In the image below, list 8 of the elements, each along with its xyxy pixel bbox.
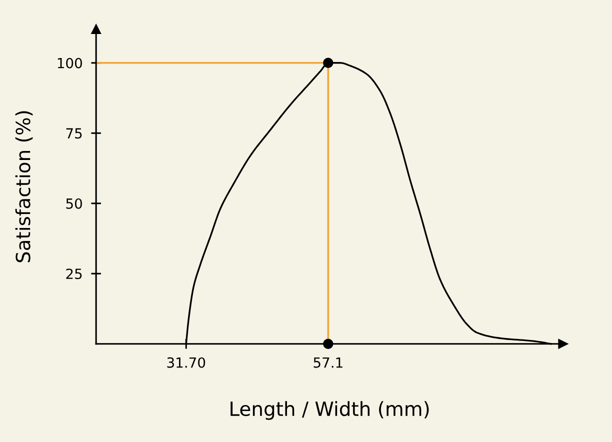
y-tick-label: 50 <box>66 198 82 209</box>
y-tick-label: 100 <box>58 58 82 68</box>
x-tick-label: 31.70 <box>167 357 206 368</box>
x-tick-label: 57.1 <box>314 358 342 368</box>
y-tick-label: 75 <box>66 128 82 139</box>
x-axis-title: Length / Width (mm) <box>230 401 429 420</box>
y-axis-title: Satisfaction (%) <box>15 111 33 262</box>
y-tick-label: 25 <box>66 268 82 280</box>
